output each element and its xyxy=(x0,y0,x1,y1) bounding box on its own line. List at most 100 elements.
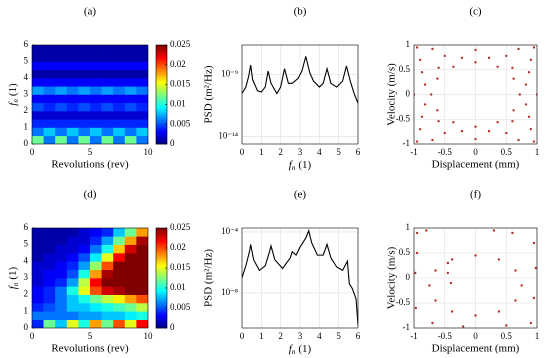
heat-cell xyxy=(90,86,102,95)
label-subscript: n xyxy=(12,282,20,286)
heat-cell xyxy=(78,69,91,79)
colorbar-segment xyxy=(156,288,167,291)
heat-cell xyxy=(78,111,91,120)
scatter-point xyxy=(487,129,491,133)
heat-cell xyxy=(32,319,44,328)
heat-cell xyxy=(78,127,91,137)
heat-cell xyxy=(90,244,102,254)
heat-cell xyxy=(90,278,102,287)
scatter-point xyxy=(505,324,508,327)
heat-cell xyxy=(124,53,137,62)
x-tick-label: 5 xyxy=(88,147,93,157)
colorbar-segment xyxy=(156,111,167,114)
label-unit: (1) xyxy=(7,266,19,279)
heat-cell xyxy=(90,61,102,71)
heat-cell xyxy=(113,244,126,254)
heat-cell xyxy=(124,278,137,287)
x-axis-label: Displacement (mm) xyxy=(432,159,520,171)
y-tick-label: 0 xyxy=(24,322,29,332)
x-tick-label: 3 xyxy=(298,331,303,341)
scatter-point xyxy=(487,56,491,60)
colorbar-segment xyxy=(156,259,167,262)
scatter-point xyxy=(474,48,477,52)
heat-cell xyxy=(136,244,148,254)
heat-cell xyxy=(32,269,44,279)
heat-cell xyxy=(113,53,126,62)
x-tick-label: 0 xyxy=(473,331,478,341)
label-symbol: f xyxy=(7,101,19,106)
colorbar-segment xyxy=(156,306,167,309)
plot-area xyxy=(414,229,537,328)
heat-cell xyxy=(66,111,79,120)
scatter-point xyxy=(430,93,433,96)
scatter-point xyxy=(529,58,533,62)
heat-cell xyxy=(90,127,102,137)
heat-cell xyxy=(90,269,102,279)
colorbar-segment xyxy=(156,281,167,284)
heat-cell xyxy=(66,61,79,71)
colorbar-segment xyxy=(156,321,167,324)
scatter-point xyxy=(534,266,537,270)
heat-cell xyxy=(55,78,68,87)
y-tick-label: 6 xyxy=(24,222,29,232)
heat-cell xyxy=(32,102,44,112)
colorbar-segment xyxy=(156,243,167,246)
colorbar-segment xyxy=(156,283,167,286)
colorbar-segment xyxy=(156,87,167,90)
heat-cell xyxy=(55,261,68,270)
heat-cell xyxy=(124,269,137,279)
colorbar-segment xyxy=(156,263,167,266)
colorbar-segment xyxy=(156,319,167,322)
heat-cell xyxy=(101,319,114,328)
heat-cell xyxy=(90,236,102,245)
scatter-point xyxy=(423,83,427,86)
colorbar-segment xyxy=(156,311,167,314)
colorbar-segment xyxy=(156,96,167,99)
colorbar-segment xyxy=(156,56,167,59)
y-tick-label: 1 xyxy=(24,305,29,315)
colorbar-segment xyxy=(156,91,167,94)
colorbar-segment xyxy=(156,76,167,79)
heat-cell xyxy=(90,261,102,270)
heat-cell xyxy=(78,294,91,304)
colorbar-segment xyxy=(156,279,167,282)
colorbar-segment xyxy=(156,125,167,128)
scatter-point xyxy=(452,121,455,124)
colorbar-segment xyxy=(156,308,167,311)
heat-cell xyxy=(90,228,102,237)
panel-label: (c) xyxy=(469,6,482,18)
heat-cell xyxy=(66,294,79,304)
heat-cell xyxy=(124,119,137,128)
heat-cell xyxy=(101,236,114,245)
y-tick-label: 1 xyxy=(406,39,411,49)
heat-cell xyxy=(113,311,126,320)
heat-cell xyxy=(66,269,79,279)
x-tick-label: 0 xyxy=(30,147,35,157)
heat-cell xyxy=(101,261,114,270)
plot-area xyxy=(32,228,148,328)
heat-cell xyxy=(113,78,126,87)
heat-cell xyxy=(113,94,126,104)
y-tick-label: 10⁻⁴ xyxy=(221,226,238,236)
colorbar-segment xyxy=(156,261,167,264)
colorbar-segment xyxy=(156,273,167,276)
y-axis-label: fn (1) xyxy=(7,266,20,289)
y-tick-label: 1 xyxy=(24,122,29,132)
heat-cell xyxy=(66,53,79,62)
heat-cell xyxy=(124,94,137,104)
y-tick-label: 0.5 xyxy=(399,247,411,257)
colorbar-segment xyxy=(156,268,167,271)
heat-cell xyxy=(136,311,148,320)
y-tick-label: 10⁻⁸ xyxy=(221,287,238,297)
heat-cell xyxy=(32,127,44,137)
heat-cell xyxy=(113,278,126,287)
x-axis-label: Revolutions (rev) xyxy=(51,343,129,355)
colorbar-segment xyxy=(156,229,167,232)
heat-cell xyxy=(124,127,137,137)
heat-cell xyxy=(124,61,137,71)
heat-cell xyxy=(66,94,79,104)
heat-cell xyxy=(55,94,68,104)
x-tick-label: -0.5 xyxy=(438,147,453,157)
colorbar-segment xyxy=(156,231,167,234)
heat-cell xyxy=(90,303,102,312)
